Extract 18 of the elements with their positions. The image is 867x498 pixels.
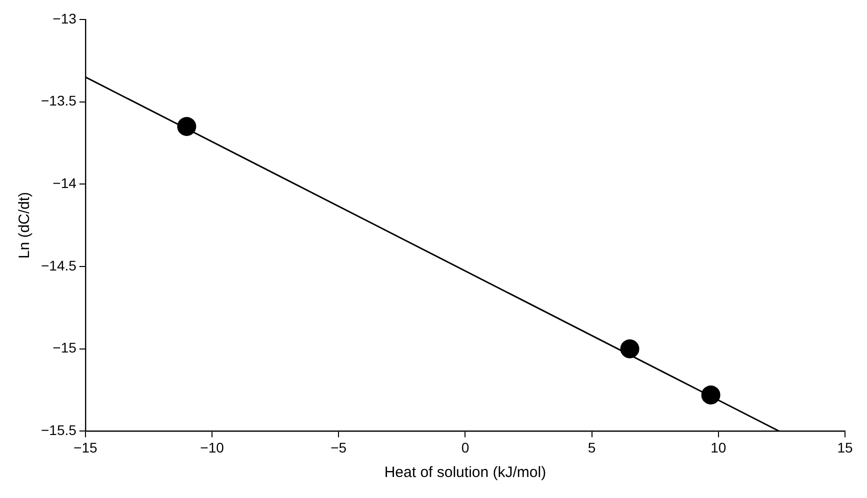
y-tick-label: −13.5 bbox=[40, 92, 77, 109]
point bbox=[620, 339, 640, 358]
y-tick-label: −13 bbox=[52, 10, 77, 26]
x-tick-label: 0 bbox=[461, 439, 470, 456]
point bbox=[701, 385, 720, 404]
x-tick-label: −10 bbox=[200, 439, 224, 456]
y-tick-label: −14.5 bbox=[40, 257, 77, 274]
y-tick-label: −15 bbox=[52, 340, 77, 356]
y-axis-title: Ln (dC/dt) bbox=[16, 192, 34, 259]
x-axis-title: Heat of solution (kJ/mol) bbox=[384, 464, 546, 482]
x-tick-label: 5 bbox=[588, 439, 596, 456]
x-tick-label: 10 bbox=[710, 439, 726, 456]
x-tick-label: 15 bbox=[837, 439, 853, 456]
point bbox=[177, 116, 196, 136]
y-tick-label: −15.5 bbox=[40, 422, 77, 438]
x-tick-label: −5 bbox=[330, 439, 347, 456]
y-tick-label: −14 bbox=[52, 174, 77, 191]
x-tick-label: −15 bbox=[74, 439, 98, 456]
